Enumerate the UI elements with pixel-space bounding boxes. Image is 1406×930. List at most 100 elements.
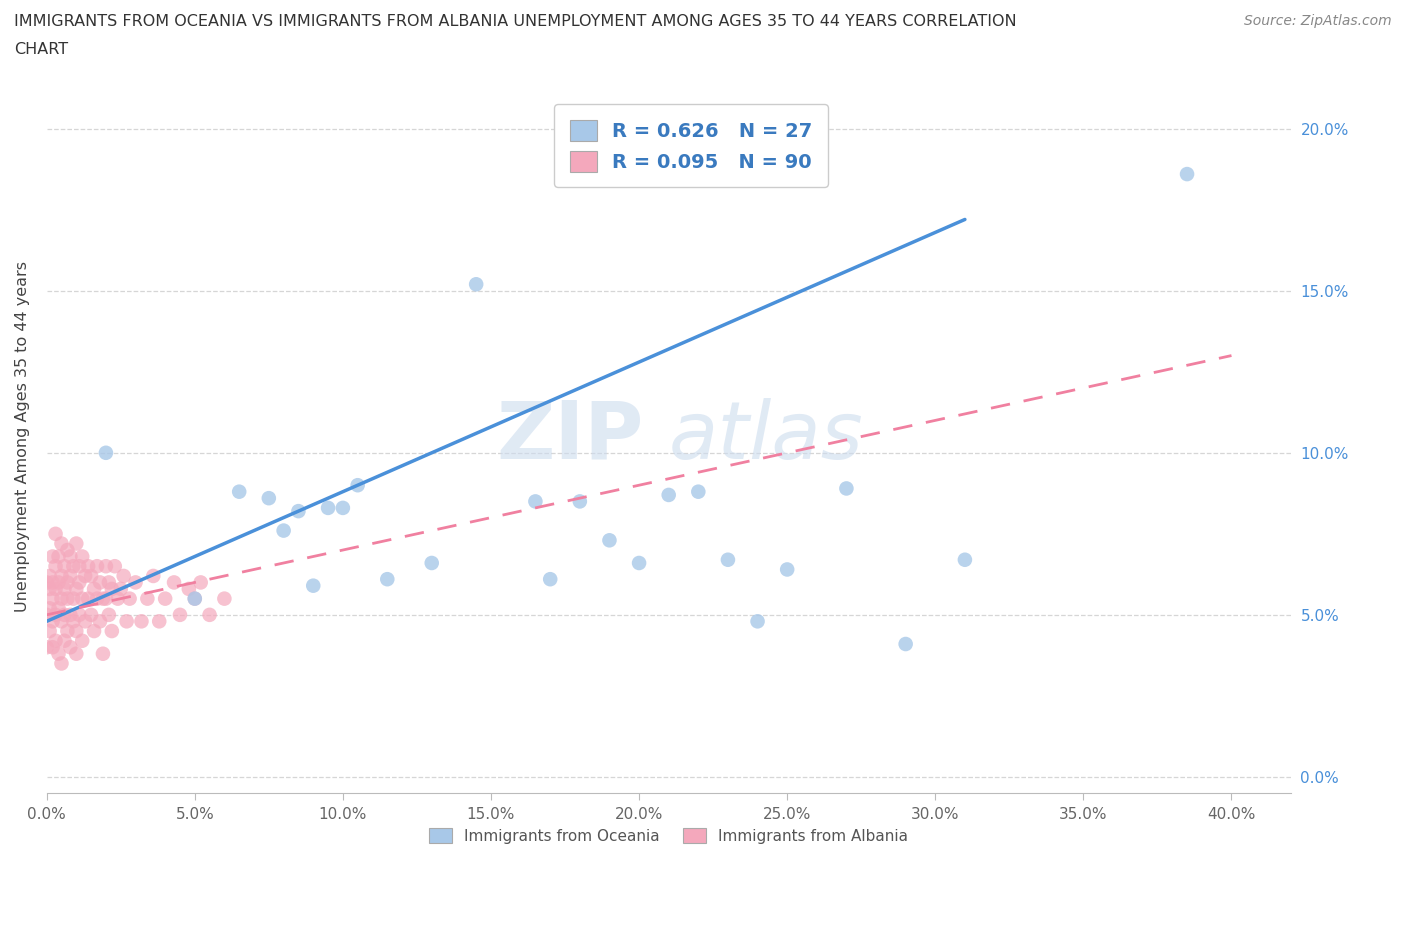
Point — [35, 640, 58, 655]
Point — [420, 555, 443, 570]
Point — [53, 581, 76, 596]
Point — [45, 559, 67, 574]
Point — [77, 559, 100, 574]
Point — [51, 614, 73, 629]
Point — [70, 591, 93, 606]
Point — [375, 572, 398, 587]
Point — [41, 549, 63, 564]
Point — [51, 568, 73, 583]
Point — [953, 552, 976, 567]
Point — [70, 633, 93, 648]
Point — [717, 552, 740, 567]
Point — [56, 591, 79, 606]
Point — [101, 624, 124, 639]
Point — [688, 485, 710, 499]
Point — [94, 445, 117, 460]
Point — [142, 568, 165, 583]
Point — [41, 614, 63, 629]
Point — [658, 487, 681, 502]
Point — [110, 581, 132, 596]
Point — [53, 633, 76, 648]
Point — [148, 614, 170, 629]
Point — [45, 633, 67, 648]
Legend: Immigrants from Oceania, Immigrants from Albania: Immigrants from Oceania, Immigrants from… — [423, 821, 914, 850]
Point — [48, 549, 70, 564]
Point — [184, 591, 207, 606]
Point — [80, 568, 103, 583]
Point — [524, 494, 547, 509]
Point — [86, 559, 108, 574]
Point — [62, 614, 84, 629]
Point — [65, 581, 87, 596]
Point — [118, 591, 141, 606]
Point — [568, 494, 591, 509]
Point — [48, 601, 70, 616]
Point — [51, 591, 73, 606]
Point — [97, 607, 120, 622]
Point — [835, 481, 858, 496]
Point — [41, 591, 63, 606]
Point — [38, 568, 60, 583]
Point — [94, 559, 117, 574]
Point — [38, 581, 60, 596]
Point — [59, 568, 82, 583]
Point — [67, 607, 90, 622]
Point — [538, 572, 561, 587]
Point — [287, 504, 309, 519]
Point — [598, 533, 620, 548]
Text: atlas: atlas — [669, 398, 863, 475]
Point — [59, 549, 82, 564]
Point — [94, 591, 117, 606]
Point — [190, 575, 212, 590]
Point — [41, 575, 63, 590]
Point — [53, 607, 76, 622]
Point — [83, 581, 105, 596]
Point — [332, 500, 354, 515]
Point — [51, 536, 73, 551]
Text: IMMIGRANTS FROM OCEANIA VS IMMIGRANTS FROM ALBANIA UNEMPLOYMENT AMONG AGES 35 TO: IMMIGRANTS FROM OCEANIA VS IMMIGRANTS FR… — [14, 14, 1017, 29]
Point — [163, 575, 186, 590]
Point — [153, 591, 176, 606]
Point — [1175, 166, 1198, 181]
Point — [89, 575, 111, 590]
Point — [91, 646, 114, 661]
Point — [75, 568, 97, 583]
Point — [86, 591, 108, 606]
Point — [91, 591, 114, 606]
Point — [104, 559, 127, 574]
Point — [465, 277, 488, 292]
Point — [124, 575, 146, 590]
Point — [67, 559, 90, 574]
Point — [169, 607, 191, 622]
Point — [59, 640, 82, 655]
Point — [628, 555, 651, 570]
Point — [65, 646, 87, 661]
Point — [75, 614, 97, 629]
Point — [35, 607, 58, 622]
Point — [177, 581, 200, 596]
Point — [41, 640, 63, 655]
Point — [67, 575, 90, 590]
Point — [38, 601, 60, 616]
Point — [776, 562, 799, 577]
Point — [747, 614, 769, 629]
Point — [38, 624, 60, 639]
Text: ZIP: ZIP — [496, 398, 644, 475]
Text: CHART: CHART — [14, 42, 67, 57]
Point — [273, 524, 295, 538]
Point — [131, 614, 153, 629]
Point — [316, 500, 339, 515]
Point — [45, 526, 67, 541]
Point — [56, 542, 79, 557]
Point — [894, 636, 917, 651]
Point — [48, 575, 70, 590]
Point — [62, 591, 84, 606]
Y-axis label: Unemployment Among Ages 35 to 44 years: Unemployment Among Ages 35 to 44 years — [15, 261, 30, 612]
Point — [59, 607, 82, 622]
Point — [56, 575, 79, 590]
Point — [45, 607, 67, 622]
Point — [112, 568, 135, 583]
Point — [198, 607, 221, 622]
Point — [45, 581, 67, 596]
Point — [101, 581, 124, 596]
